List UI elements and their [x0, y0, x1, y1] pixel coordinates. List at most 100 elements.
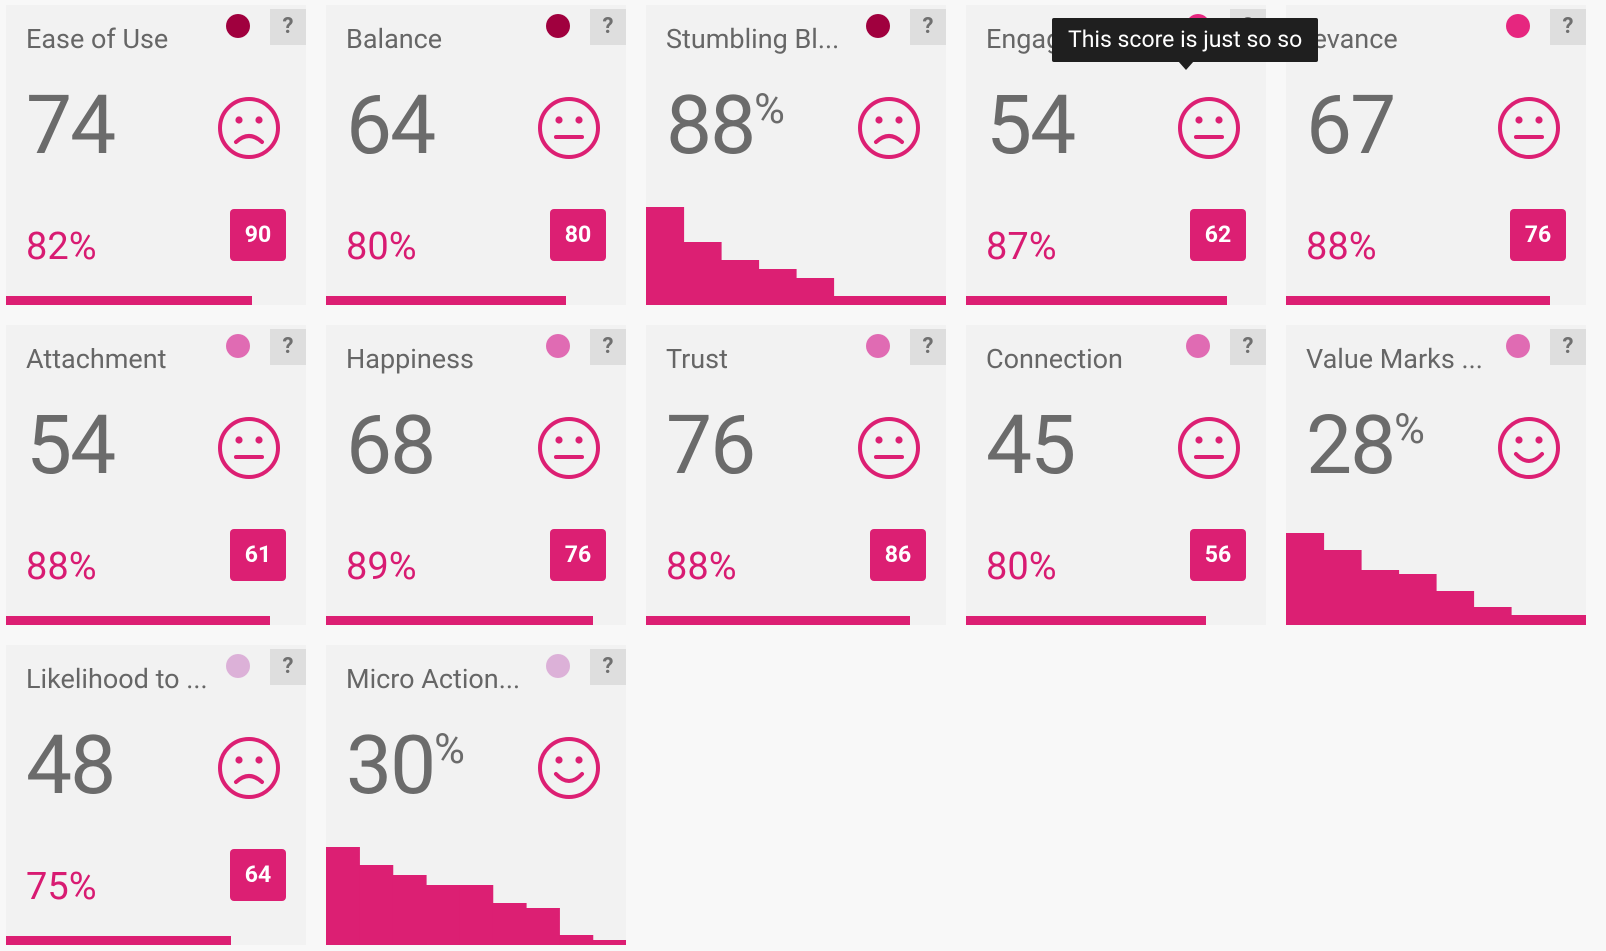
card-title: Happiness — [346, 343, 474, 375]
score-card-connection[interactable]: Connection? 45 80% 56 — [966, 325, 1266, 625]
card-title: Stumbling Bl... — [666, 23, 840, 55]
histogram-bar — [1286, 533, 1325, 625]
score-card-relevance[interactable]: levance? 67 88% 76 — [1286, 5, 1586, 305]
histogram-bar — [1511, 615, 1550, 625]
progress-bar — [326, 296, 566, 305]
histogram-bar — [871, 296, 910, 305]
score-card-likelihood-to[interactable]: Likelihood to ...? 48 75% 64 — [6, 645, 306, 945]
progress-bar — [646, 616, 910, 625]
distribution-histogram — [326, 847, 626, 945]
sad-face-icon — [858, 97, 920, 159]
score-value: 88% — [666, 78, 785, 174]
benchmark-badge: 62 — [1190, 209, 1246, 261]
score-value: 67 — [1306, 78, 1396, 174]
card-title: Likelihood to ... — [26, 663, 208, 695]
score-unit: % — [1394, 405, 1425, 454]
score-value: 45 — [986, 398, 1076, 494]
histogram-bar — [758, 269, 797, 305]
score-unit: % — [754, 85, 785, 134]
score-card-attachment[interactable]: Attachment? 54 88% 61 — [6, 325, 306, 625]
score-value: 54 — [986, 78, 1076, 174]
help-button[interactable]: ? — [910, 329, 946, 365]
distribution-histogram — [646, 207, 946, 305]
histogram-bar — [459, 885, 494, 945]
score-card-stumbling-bl[interactable]: Stumbling Bl...? 88% — [646, 5, 946, 305]
score-tooltip: This score is just so so — [1052, 18, 1319, 70]
benchmark-badge: 80 — [550, 209, 606, 261]
sub-percentage: 80% — [986, 545, 1057, 589]
score-card-value-marks[interactable]: Value Marks ...? 28% — [1286, 325, 1586, 625]
sub-percentage: 82% — [26, 225, 97, 269]
help-button[interactable]: ? — [1550, 329, 1586, 365]
neutral-face-icon — [858, 417, 920, 479]
sad-face-icon — [218, 737, 280, 799]
status-dot[interactable] — [226, 654, 250, 678]
histogram-bar — [359, 865, 394, 945]
progress-bar — [6, 936, 231, 945]
score-value: 30% — [346, 718, 465, 814]
neutral-face-icon — [538, 97, 600, 159]
benchmark-badge: 86 — [870, 529, 926, 581]
status-dot[interactable] — [1506, 334, 1530, 358]
histogram-bar — [1548, 615, 1586, 625]
histogram-bar — [492, 903, 527, 945]
score-card-balance[interactable]: Balance? 64 80% 80 — [326, 5, 626, 305]
help-button[interactable]: ? — [1550, 9, 1586, 45]
histogram-bar — [833, 296, 872, 305]
progress-bar — [326, 616, 593, 625]
help-button[interactable]: ? — [590, 649, 626, 685]
histogram-bar — [1473, 607, 1512, 625]
benchmark-badge: 64 — [230, 849, 286, 901]
help-button[interactable]: ? — [1230, 329, 1266, 365]
benchmark-badge: 90 — [230, 209, 286, 261]
card-title: Value Marks ... — [1306, 343, 1483, 375]
help-button[interactable]: ? — [270, 649, 306, 685]
card-title: levance — [1306, 23, 1398, 55]
progress-bar — [966, 616, 1206, 625]
card-title: Balance — [346, 23, 443, 55]
progress-bar — [1286, 296, 1550, 305]
histogram-bar — [526, 908, 560, 945]
histogram-bar — [721, 260, 760, 305]
sub-percentage: 75% — [26, 865, 97, 909]
sub-percentage: 88% — [26, 545, 97, 589]
histogram-bar — [559, 935, 594, 945]
status-dot[interactable] — [866, 334, 890, 358]
status-dot[interactable] — [1186, 334, 1210, 358]
score-card-micro-action[interactable]: Micro Action...? 30% — [326, 645, 626, 945]
status-dot[interactable] — [1506, 14, 1530, 38]
neutral-face-icon — [218, 417, 280, 479]
status-dot[interactable] — [546, 654, 570, 678]
status-dot[interactable] — [226, 14, 250, 38]
status-dot[interactable] — [866, 14, 890, 38]
distribution-histogram — [1286, 533, 1586, 625]
score-value: 54 — [26, 398, 116, 494]
card-title: Micro Action... — [346, 663, 521, 695]
score-card-happiness[interactable]: Happiness? 68 89% 76 — [326, 325, 626, 625]
histogram-bar — [592, 940, 626, 945]
progress-bar — [6, 296, 252, 305]
help-button[interactable]: ? — [590, 329, 626, 365]
histogram-bar — [1323, 550, 1362, 625]
score-card-trust[interactable]: Trust? 76 88% 86 — [646, 325, 946, 625]
score-value: 76 — [666, 398, 756, 494]
score-value: 74 — [26, 78, 116, 174]
benchmark-badge: 76 — [550, 529, 606, 581]
histogram-bar — [1361, 570, 1400, 625]
progress-bar — [966, 296, 1227, 305]
help-button[interactable]: ? — [590, 9, 626, 45]
help-button[interactable]: ? — [270, 329, 306, 365]
histogram-bar — [908, 296, 946, 305]
histogram-bar — [392, 875, 427, 945]
neutral-face-icon — [1178, 97, 1240, 159]
status-dot[interactable] — [226, 334, 250, 358]
score-card-grid: Ease of Use? 74 82% 90 Balance? 64 80% 80 Stumbl… — [6, 5, 1586, 945]
neutral-face-icon — [1498, 97, 1560, 159]
card-title: Attachment — [26, 343, 167, 375]
help-button[interactable]: ? — [910, 9, 946, 45]
score-card-ease-of-use[interactable]: Ease of Use? 74 82% 90 — [6, 5, 306, 305]
help-button[interactable]: ? — [270, 9, 306, 45]
status-dot[interactable] — [546, 14, 570, 38]
status-dot[interactable] — [546, 334, 570, 358]
histogram-bar — [646, 207, 685, 305]
